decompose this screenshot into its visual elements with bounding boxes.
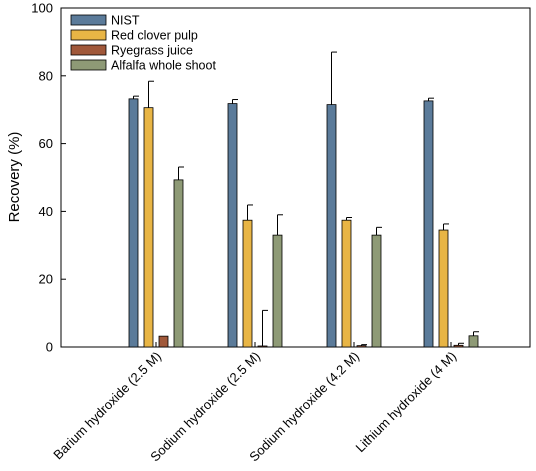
legend-swatch (70, 59, 107, 71)
bar (158, 335, 169, 348)
legend-swatch (70, 14, 107, 26)
y-axis-title: Recovery (%) (6, 132, 23, 223)
y-tick-label: 20 (39, 272, 53, 287)
y-axis: 0 20 40 60 80 100 (31, 1, 66, 355)
bar (242, 219, 253, 348)
bar (438, 229, 449, 348)
category-label: Sodium hydroxide (4.2 M) (246, 349, 362, 465)
bar (423, 100, 434, 348)
plot-area (60, 7, 531, 348)
bars-layer (128, 51, 479, 348)
legend-swatch (70, 29, 107, 41)
legend-label: Alfalfa whole shoot (111, 59, 216, 73)
bar (227, 103, 238, 348)
bar (453, 344, 464, 348)
legend-label: Ryegrass juice (111, 44, 193, 58)
bar (468, 335, 479, 348)
legend-label: NIST (111, 14, 140, 28)
x-axis: Barium hydroxide (2.5 M)Sodium hydroxide… (50, 342, 459, 464)
bar (128, 98, 139, 348)
y-tick-label: 0 (46, 340, 53, 355)
y-tick-label: 60 (39, 136, 53, 151)
bar (326, 104, 337, 348)
bar (143, 107, 154, 348)
legend-swatch (70, 44, 107, 56)
y-tick-label: 100 (31, 1, 53, 16)
legend-label: Red clover pulp (111, 29, 198, 43)
category-label: Barium hydroxide (2.5 M) (50, 349, 164, 463)
bar (341, 219, 352, 348)
bar (272, 234, 283, 348)
bar (356, 345, 367, 348)
bar (257, 345, 268, 348)
plot-frame (60, 7, 531, 348)
y-tick-label: 40 (39, 204, 53, 219)
y-tick-label: 80 (39, 68, 53, 83)
bar (371, 234, 382, 348)
category-label: Lithium hydroxide (4 M) (352, 349, 459, 456)
category-label: Sodium hydroxide (2.5 M) (147, 349, 263, 465)
bar (173, 179, 184, 348)
